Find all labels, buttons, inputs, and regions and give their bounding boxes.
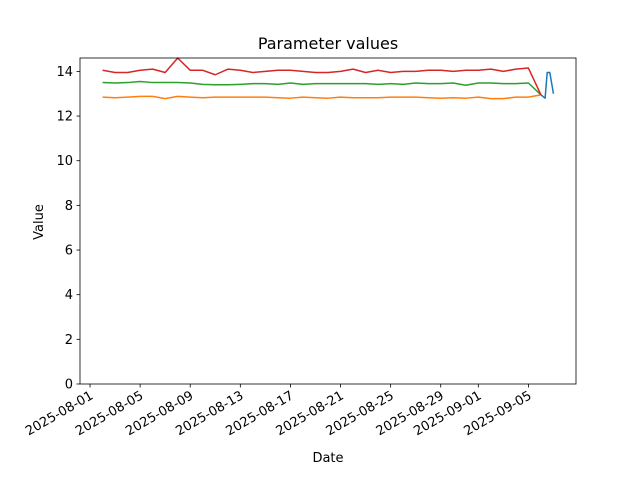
line-series (102, 80, 542, 96)
y-tick-label: 2 (65, 333, 73, 348)
y-tick-label: 12 (56, 110, 73, 125)
line-series (540, 71, 555, 99)
line-series (102, 94, 542, 100)
y-axis-label: Value (32, 204, 47, 240)
chart-title: Parameter values (258, 34, 398, 53)
line-series (102, 57, 542, 96)
y-tick-label: 6 (65, 244, 73, 259)
y-tick-label: 4 (65, 288, 73, 303)
y-tick-label: 0 (65, 378, 73, 393)
y-tick-label: 8 (65, 199, 73, 214)
y-tick-label: 14 (56, 65, 73, 80)
y-tick-label: 10 (56, 154, 73, 169)
x-axis-label: Date (312, 451, 343, 466)
plot-frame (79, 57, 577, 385)
